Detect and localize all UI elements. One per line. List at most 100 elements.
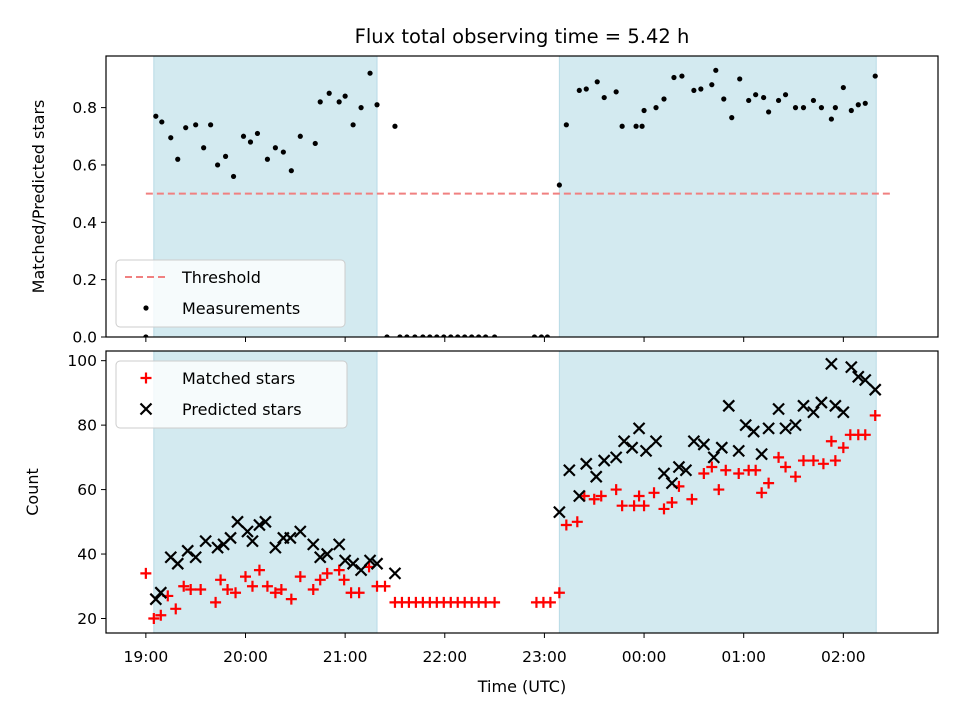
data-point <box>374 102 380 108</box>
data-point <box>698 467 710 479</box>
data-point <box>679 73 685 79</box>
data-point <box>420 334 426 337</box>
data-point <box>810 97 817 104</box>
data-point <box>280 149 286 155</box>
data-point <box>434 334 440 337</box>
data-point <box>722 399 736 413</box>
data-point <box>845 360 858 374</box>
data-point <box>412 334 418 337</box>
x-tick-label: 00:00 <box>622 648 667 666</box>
data-point <box>750 464 762 476</box>
data-point <box>829 455 841 467</box>
data-point <box>384 334 390 337</box>
data-point <box>168 135 174 141</box>
data-point <box>588 493 600 505</box>
x-tick-label: 23:00 <box>522 648 567 666</box>
data-point <box>825 435 837 447</box>
data-point <box>246 534 259 548</box>
data-point <box>246 580 258 592</box>
data-point <box>773 451 785 463</box>
data-point <box>797 455 809 467</box>
data-point <box>872 73 878 79</box>
data-point <box>253 518 266 532</box>
y-tick-label: 0.2 <box>72 271 97 289</box>
data-point <box>672 460 686 474</box>
data-point <box>350 122 356 128</box>
data-point <box>321 567 333 579</box>
data-point <box>691 87 697 94</box>
data-point <box>178 580 190 592</box>
data-point <box>576 87 582 94</box>
data-point <box>241 525 254 538</box>
data-point <box>638 500 650 512</box>
data-point <box>563 463 576 477</box>
data-point <box>483 334 489 337</box>
data-point <box>199 534 212 548</box>
y-tick-label: 80 <box>77 417 97 435</box>
data-point <box>254 130 261 137</box>
data-point <box>869 409 881 421</box>
data-point <box>275 583 287 595</box>
x-tick-label: 02:00 <box>821 648 866 666</box>
data-point <box>573 489 586 503</box>
data-point <box>239 571 251 583</box>
data-point <box>613 89 619 95</box>
data-point <box>720 464 732 476</box>
x-tick-label: 22:00 <box>422 648 467 666</box>
data-point <box>698 86 704 92</box>
data-point <box>633 123 639 129</box>
chart-title: Flux total observing time = 5.42 h <box>355 25 690 48</box>
data-point <box>392 123 398 129</box>
legend-label: Measurements <box>182 299 300 318</box>
data-point <box>294 571 306 583</box>
data-point <box>616 500 628 512</box>
data-point <box>261 580 273 592</box>
data-point <box>313 550 327 564</box>
data-point <box>455 334 461 337</box>
data-point <box>269 541 282 554</box>
data-point <box>653 105 659 111</box>
data-point <box>733 467 745 479</box>
data-point <box>619 123 625 129</box>
data-point <box>687 434 701 448</box>
y-tick-label: 0.8 <box>72 99 97 117</box>
data-point <box>815 396 828 409</box>
data-point <box>756 487 768 499</box>
data-point <box>448 334 454 337</box>
axes-frame <box>105 350 939 634</box>
data-point <box>855 102 861 108</box>
data-point <box>175 156 181 162</box>
data-point <box>171 557 185 570</box>
legend-swatch <box>140 372 152 384</box>
observing-window-2 <box>558 56 877 337</box>
data-point <box>797 399 810 413</box>
x-tick-label: 20:00 <box>223 648 268 666</box>
legend-box <box>115 360 348 429</box>
data-point <box>709 82 715 88</box>
data-point <box>211 541 224 554</box>
data-point <box>388 567 402 580</box>
data-point <box>775 97 782 104</box>
data-point <box>790 471 802 483</box>
series-measurements <box>143 67 878 337</box>
data-point <box>828 116 834 122</box>
data-point <box>201 145 207 151</box>
axes-frame <box>105 55 939 338</box>
plot-area <box>143 56 894 337</box>
x-axis-title: Time (UTC) <box>477 677 566 696</box>
data-point <box>553 505 566 519</box>
data-point <box>170 603 182 615</box>
data-point <box>556 182 562 188</box>
legend-box <box>115 259 346 328</box>
data-point <box>326 90 332 96</box>
data-point <box>657 467 671 480</box>
data-point <box>215 574 227 586</box>
data-point <box>633 490 645 502</box>
data-point <box>563 122 569 128</box>
data-point <box>312 140 318 147</box>
data-point <box>632 422 646 435</box>
data-point <box>579 457 593 471</box>
data-point <box>264 156 271 162</box>
data-point <box>800 105 807 111</box>
